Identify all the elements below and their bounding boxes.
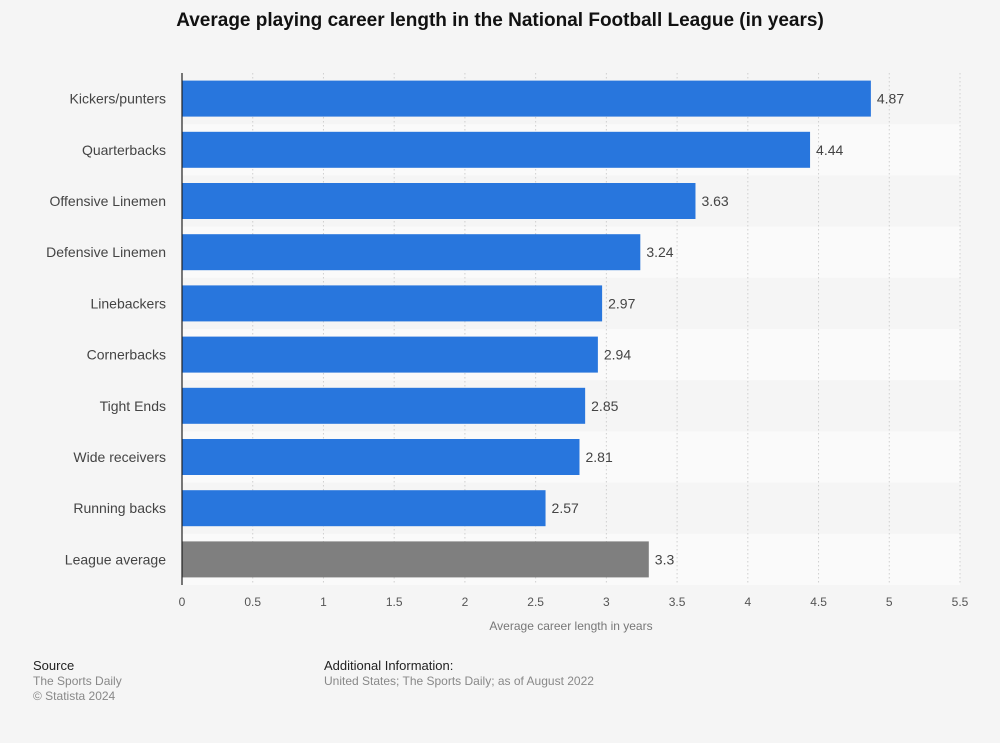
value-label: 4.44 <box>816 142 843 158</box>
bar <box>182 80 871 117</box>
bar <box>182 541 649 578</box>
bar <box>182 285 603 322</box>
category-label: Tight Ends <box>100 398 166 414</box>
x-tick-label: 0.5 <box>244 595 261 609</box>
bar <box>182 490 546 527</box>
x-tick-label: 2 <box>462 595 469 609</box>
value-label: 2.97 <box>608 295 635 311</box>
x-tick-label: 2.5 <box>527 595 544 609</box>
source-line: The Sports Daily <box>33 674 122 688</box>
bar <box>182 183 696 219</box>
category-label: Linebackers <box>91 295 167 311</box>
category-label: Kickers/punters <box>70 91 166 107</box>
copyright-line: © Statista 2024 <box>33 689 116 703</box>
value-label: 2.81 <box>585 449 612 465</box>
chart-title: Average playing career length in the Nat… <box>176 10 824 31</box>
category-label: Wide receivers <box>73 449 166 465</box>
bar <box>182 387 586 424</box>
x-tick-labels: 0 0.5 1 1.5 2 2.5 3 3.5 4 4.5 5 5.5 <box>179 595 969 609</box>
value-label: 3.63 <box>701 193 728 209</box>
x-tick-label: 1.5 <box>386 595 403 609</box>
category-label: Offensive Linemen <box>50 193 166 209</box>
x-tick-label: 0 <box>179 595 186 609</box>
x-tick-label: 5.5 <box>952 595 969 609</box>
value-label: 2.85 <box>591 398 618 414</box>
footer-source: Source The Sports Daily © Statista 2024 <box>33 658 122 704</box>
bar <box>182 234 641 271</box>
x-tick-label: 4 <box>744 595 751 609</box>
info-heading: Additional Information: <box>324 658 454 673</box>
bars <box>182 80 871 578</box>
x-axis-title: Average career length in years <box>489 619 652 633</box>
x-tick-label: 4.5 <box>810 595 827 609</box>
x-tick-label: 1 <box>320 595 327 609</box>
footer-additional-info: Additional Information: United States; T… <box>324 658 594 689</box>
value-labels: 4.87 4.44 3.63 3.24 2.97 2.94 2.85 2.81 2.57 3.3 <box>552 91 905 568</box>
bar <box>182 336 598 373</box>
bar <box>182 131 811 168</box>
category-label: Defensive Linemen <box>46 244 166 260</box>
value-label: 2.57 <box>552 500 579 516</box>
source-heading: Source <box>33 658 75 673</box>
x-tick-label: 5 <box>886 595 893 609</box>
category-label: Running backs <box>73 500 166 516</box>
bar <box>182 439 580 475</box>
category-label: League average <box>65 551 166 567</box>
value-label: 3.24 <box>646 244 673 260</box>
info-line: United States; The Sports Daily; as of A… <box>324 674 594 688</box>
category-labels: Kickers/punters Quarterbacks Offensive Lin… <box>46 91 166 568</box>
category-label: Cornerbacks <box>87 347 166 363</box>
bar-chart: Kickers/punters Quarterbacks Offensive Lin… <box>46 73 969 633</box>
x-tick-label: 3.5 <box>669 595 686 609</box>
value-label: 3.3 <box>655 551 675 567</box>
value-label: 4.87 <box>877 91 904 107</box>
x-tick-label: 3 <box>603 595 610 609</box>
value-label: 2.94 <box>604 347 631 363</box>
category-label: Quarterbacks <box>82 142 166 158</box>
